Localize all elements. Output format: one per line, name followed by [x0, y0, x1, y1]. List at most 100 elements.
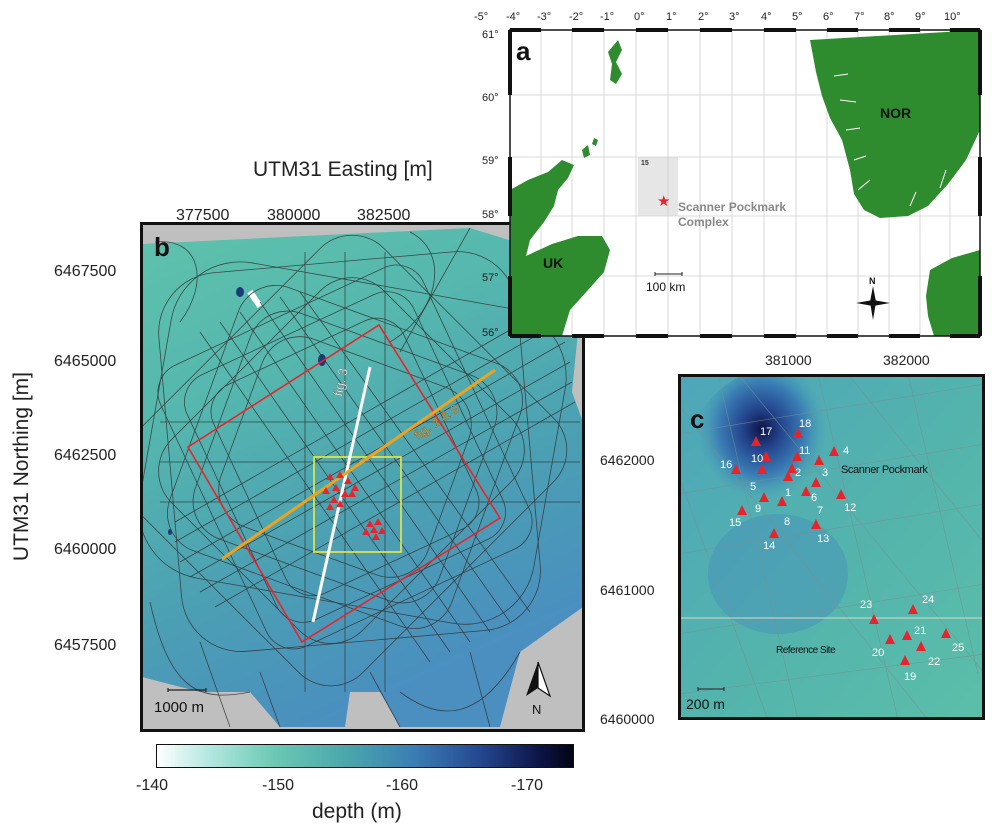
panel-a-letter: a — [516, 36, 531, 66]
compass-rose-icon — [856, 286, 890, 320]
station-markers — [731, 428, 951, 665]
panel-c-x-tick: 382000 — [883, 352, 930, 368]
survey-region-yellow-box — [313, 456, 402, 553]
svg-text:9: 9 — [755, 503, 761, 515]
svg-text:5°: 5° — [792, 11, 803, 23]
svg-text:7°: 7° — [854, 11, 865, 23]
svg-text:3°: 3° — [729, 11, 740, 23]
panel-c-letter: c — [690, 404, 704, 434]
site-label-line2: Complex — [678, 215, 729, 229]
panel-c-scalebar-label: 200 m — [686, 696, 725, 712]
svg-text:8°: 8° — [884, 11, 895, 23]
svg-text:24: 24 — [922, 594, 934, 606]
svg-text:-5°: -5° — [474, 11, 488, 23]
svg-text:22: 22 — [928, 656, 940, 668]
panel-b-y-tick: 6465000 — [54, 353, 117, 370]
svg-text:56°: 56° — [482, 327, 499, 339]
svg-text:6°: 6° — [823, 11, 834, 23]
svg-text:11: 11 — [799, 445, 810, 457]
panel-b-x-axis-title: UTM31 Easting [m] — [253, 158, 433, 181]
svg-text:-1°: -1° — [600, 11, 614, 23]
country-label-uk: UK — [543, 255, 563, 271]
map-frame-ticks — [508, 28, 982, 338]
svg-text:21: 21 — [914, 625, 926, 637]
svg-text:57°: 57° — [482, 272, 499, 284]
site-label-line1: Scanner Pockmark — [678, 200, 786, 214]
land-masses — [510, 30, 980, 336]
block-15 — [638, 157, 678, 216]
panel-a-lat-ticks: 61° 60° 59° 58° 57° 56° — [482, 29, 499, 339]
panel-b-letter: b — [154, 232, 170, 262]
panel-b-y-tick: 6460000 — [54, 541, 117, 558]
site-star-icon: ★ — [657, 193, 670, 210]
svg-text:20: 20 — [872, 647, 884, 659]
svg-text:23: 23 — [860, 599, 872, 611]
block-15-label: 15 — [641, 160, 649, 167]
svg-text:0°: 0° — [634, 11, 645, 23]
scalebar — [167, 688, 207, 692]
svg-text:25: 25 — [952, 642, 964, 654]
panel-b-y-tick: 6457500 — [54, 637, 117, 654]
panel-a-scalebar-label: 100 km — [646, 280, 685, 294]
colorbar-label: depth (m) — [312, 800, 402, 823]
svg-text:7: 7 — [817, 505, 823, 517]
panel-b-x-tick: 377500 — [176, 207, 230, 224]
panel-c-x-tick: 381000 — [765, 352, 812, 368]
svg-text:-3°: -3° — [537, 11, 551, 23]
svg-text:59°: 59° — [482, 155, 499, 167]
panel-b-x-tick: 380000 — [267, 207, 321, 224]
panel-c-scalebar — [697, 687, 725, 691]
svg-text:6: 6 — [811, 492, 817, 504]
svg-text:15: 15 — [729, 517, 741, 529]
svg-text:17: 17 — [760, 426, 772, 438]
svg-text:12: 12 — [844, 502, 856, 514]
north-arrow-icon — [526, 661, 552, 698]
panel-c-y-tick: 6462000 — [600, 452, 655, 468]
svg-text:-2°: -2° — [569, 11, 583, 23]
svg-text:18: 18 — [799, 418, 811, 430]
svg-text:61°: 61° — [482, 29, 499, 41]
panel-c-y-tick: 6460000 — [600, 711, 655, 727]
panel-b-y-tick: 6467500 — [54, 263, 117, 280]
svg-text:4°: 4° — [761, 11, 772, 23]
fjord-lines — [833, 73, 947, 207]
station-labels: 1 2 3 4 5 6 7 8 9 10 11 12 13 14 15 16 1… — [720, 418, 964, 683]
svg-text:4: 4 — [843, 445, 849, 457]
survey-region-red-box — [186, 323, 502, 644]
svg-text:-4°: -4° — [506, 11, 520, 23]
scanner-pockmark-label: Scanner Pockmark — [841, 464, 928, 476]
colorbar-tick: -140 — [136, 777, 169, 794]
svg-text:16: 16 — [720, 459, 732, 471]
panel-c-y-tick: 6461000 — [600, 582, 655, 598]
transect-fig3 — [311, 366, 372, 623]
pockmark-stations-cluster — [322, 471, 386, 540]
colorbar-tick: -150 — [262, 777, 295, 794]
svg-text:1°: 1° — [666, 11, 677, 23]
svg-text:19: 19 — [904, 671, 916, 683]
country-label-nor: NOR — [880, 105, 911, 121]
svg-text:10: 10 — [751, 453, 763, 465]
svg-text:5: 5 — [750, 481, 756, 493]
svg-text:13: 13 — [817, 533, 829, 545]
svg-text:8: 8 — [784, 516, 790, 528]
panel-b-x-tick: 382500 — [357, 207, 411, 224]
scalebar-label: 1000 m — [154, 699, 204, 716]
colorbar-tick: -160 — [386, 777, 419, 794]
transect-label-fig3: fig. 3 — [330, 367, 351, 398]
depth-colorbar — [156, 744, 574, 768]
svg-text:60°: 60° — [482, 92, 499, 104]
panel-b-y-tick: 6462500 — [54, 447, 117, 464]
transect-fig29 — [221, 368, 496, 561]
svg-text:10°: 10° — [944, 11, 961, 23]
north-label: N — [532, 702, 541, 717]
panel-a-map: -5° -4° -3° -2° -1° 0° 1° 2° 3° 4° 5° 6°… — [474, 11, 982, 339]
colorbar-tick: -170 — [511, 777, 544, 794]
svg-text:3: 3 — [822, 467, 828, 479]
panel-a-scalebar — [654, 272, 683, 276]
svg-text:9°: 9° — [915, 11, 926, 23]
bathymetry-coverage — [142, 228, 583, 727]
svg-text:58°: 58° — [482, 209, 499, 221]
panel-a-lon-ticks: -5° -4° -3° -2° -1° 0° 1° 2° 3° 4° 5° 6°… — [474, 11, 961, 23]
panel-b-map: fig. 3 fig. 2 & 9 1000 m N b — [140, 222, 585, 732]
svg-text:2: 2 — [795, 467, 801, 479]
